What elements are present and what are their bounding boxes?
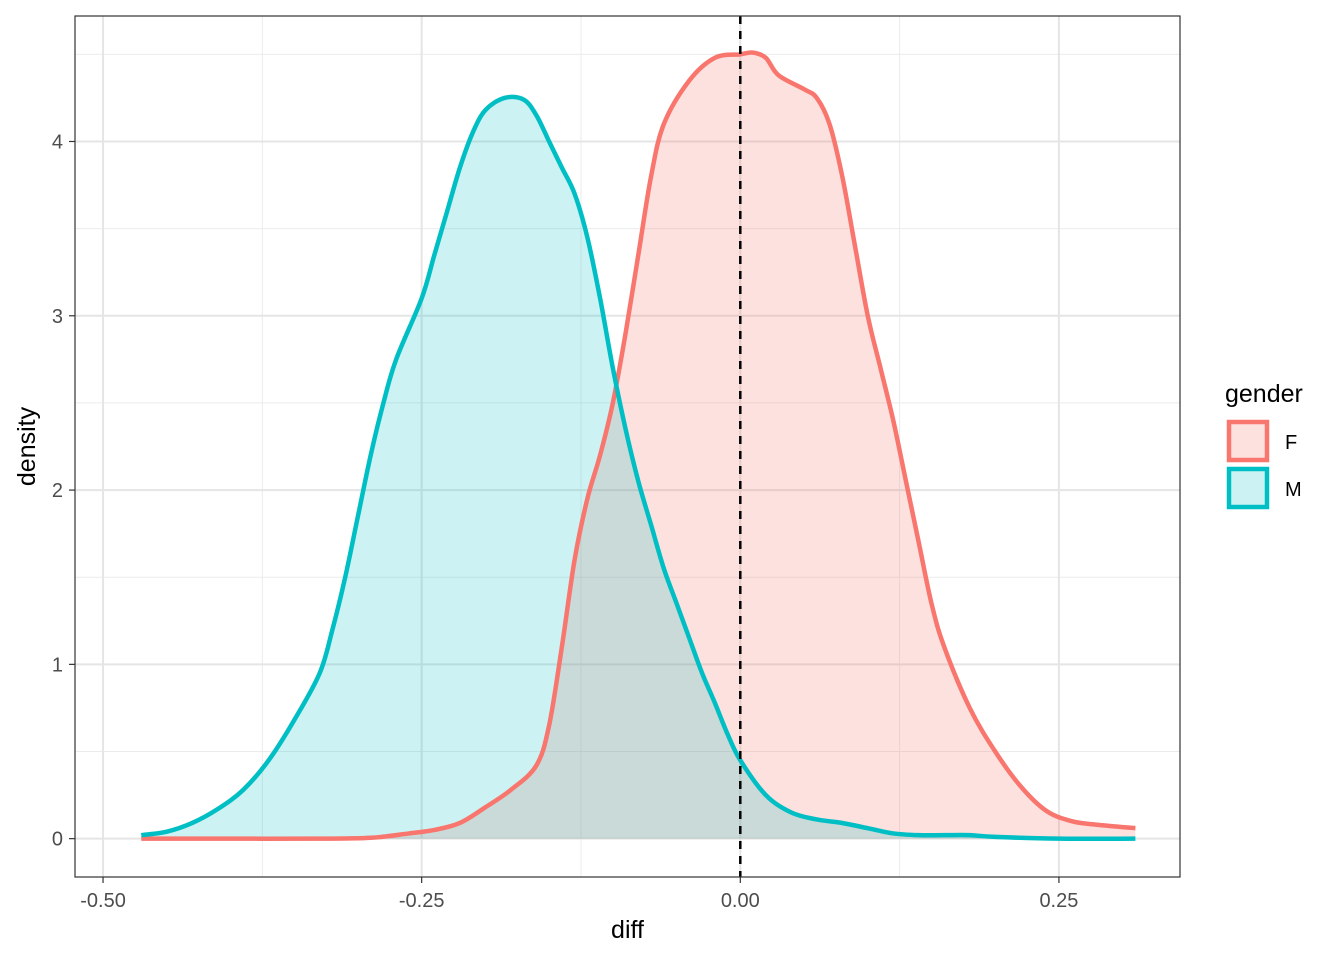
x-tick-label: -0.25: [399, 890, 445, 912]
legend-label-F: F: [1285, 432, 1297, 454]
x-axis-title: diff: [611, 916, 644, 944]
legend-items: FM: [1226, 419, 1302, 510]
density-line-F: [141, 50, 1136, 841]
y-tick-label: 4: [52, 131, 63, 153]
density-area-F: [141, 52, 1136, 839]
y-tick-label: 0: [52, 829, 63, 851]
x-tick-label: 0.25: [1039, 890, 1078, 912]
y-tick-label: 2: [52, 480, 63, 502]
legend-label-M: M: [1285, 479, 1302, 501]
legend: gender FM: [1225, 380, 1303, 510]
grid-layer: [75, 16, 1180, 877]
axis-layer: -0.50 -0.25 0.00 0.25 0 1 2 3 4: [52, 131, 1079, 912]
y-tick-label: 1: [52, 654, 63, 676]
x-tick-label: -0.50: [80, 890, 126, 912]
legend-title: gender: [1225, 380, 1303, 408]
legend-key-F: [1226, 419, 1270, 463]
y-axis-title: density: [13, 406, 41, 486]
legend-key-M: [1226, 466, 1270, 510]
y-tick-label: 3: [52, 306, 63, 328]
panel-border: [74, 15, 1181, 878]
density-line-M: [140, 94, 1136, 842]
density-area-M: [141, 96, 1136, 839]
series-layer: [140, 50, 1136, 842]
x-tick-label: 0.00: [721, 890, 760, 912]
